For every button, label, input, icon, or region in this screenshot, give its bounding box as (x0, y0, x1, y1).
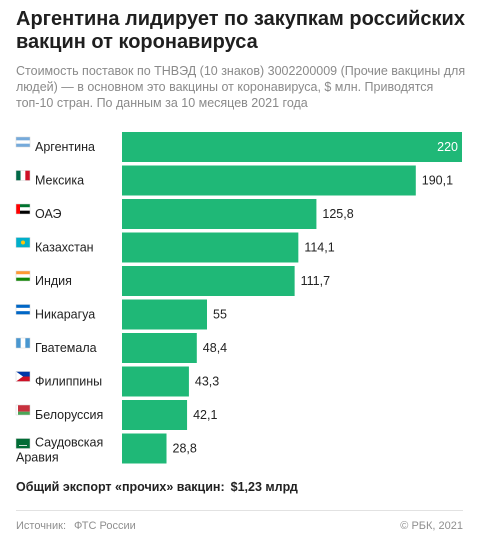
bar (122, 199, 317, 229)
value-label: 43,3 (195, 375, 219, 389)
flag-saudi-arabia-icon (15, 438, 31, 449)
source-value: ФТС России (74, 520, 136, 532)
category-label: Казахстан (35, 241, 94, 255)
total-label: Общий экспорт «прочих» вакцин: (16, 480, 225, 494)
bar-chart: Аргентина 220 Мексика 190,1 ОАЭ 125,8 Казахста… (15, 132, 462, 465)
bar (122, 299, 207, 330)
source: Источник: ФТС России (16, 520, 136, 532)
source-label: Источник: (16, 520, 67, 532)
category-label: Белоруссия (35, 408, 103, 422)
flag-philippines-icon (15, 371, 31, 382)
flag-uae-icon (15, 203, 31, 215)
bar (122, 400, 188, 430)
category-label: Аргентина (35, 140, 95, 154)
chart-subtitle: Стоимость поставок по ТНВЭД (10 знаков) … (16, 64, 466, 110)
value-label: 111,7 (301, 274, 330, 288)
value-label: 125,8 (322, 207, 353, 221)
flag-guatemala-icon (15, 337, 31, 349)
value-label: 55 (213, 308, 227, 322)
value-label: 28,8 (173, 442, 197, 456)
flag-kazakhstan-icon (15, 237, 31, 248)
bar (122, 266, 295, 296)
flag-mexico-icon (15, 170, 31, 181)
flag-belarus-icon (15, 404, 31, 416)
value-label: 114,1 (304, 241, 334, 255)
flag-argentina-icon (15, 136, 31, 148)
bar (122, 333, 197, 363)
category-label-line2: Аравия (16, 451, 59, 465)
total-value: $1,23 млрд (230, 480, 298, 494)
chart-title: Аргентина лидирует по закупкам российски… (16, 8, 465, 53)
bar (122, 132, 462, 162)
bar (122, 165, 416, 196)
category-label: Филиппины (35, 375, 102, 389)
category-label: Саудовская (35, 436, 103, 450)
flag-india-icon (15, 270, 31, 282)
bar (122, 366, 189, 397)
category-label: Гватемала (35, 341, 97, 355)
total-export: Общий экспорт «прочих» вакцин: $1,23 млрд (16, 480, 298, 494)
bar (122, 232, 299, 263)
category-label: Никарагуа (35, 308, 95, 322)
category-label: Мексика (35, 174, 84, 188)
footer-divider (16, 510, 463, 511)
credit: © РБК, 2021 (400, 520, 463, 532)
value-label: 190,1 (422, 174, 453, 188)
category-label: ОАЭ (35, 207, 62, 221)
category-label: Индия (35, 274, 72, 288)
bar (122, 433, 167, 464)
value-label: 220 (437, 140, 458, 154)
value-label: 42,1 (193, 408, 217, 422)
value-label: 48,4 (203, 341, 227, 355)
flag-nicaragua-icon (15, 304, 31, 315)
